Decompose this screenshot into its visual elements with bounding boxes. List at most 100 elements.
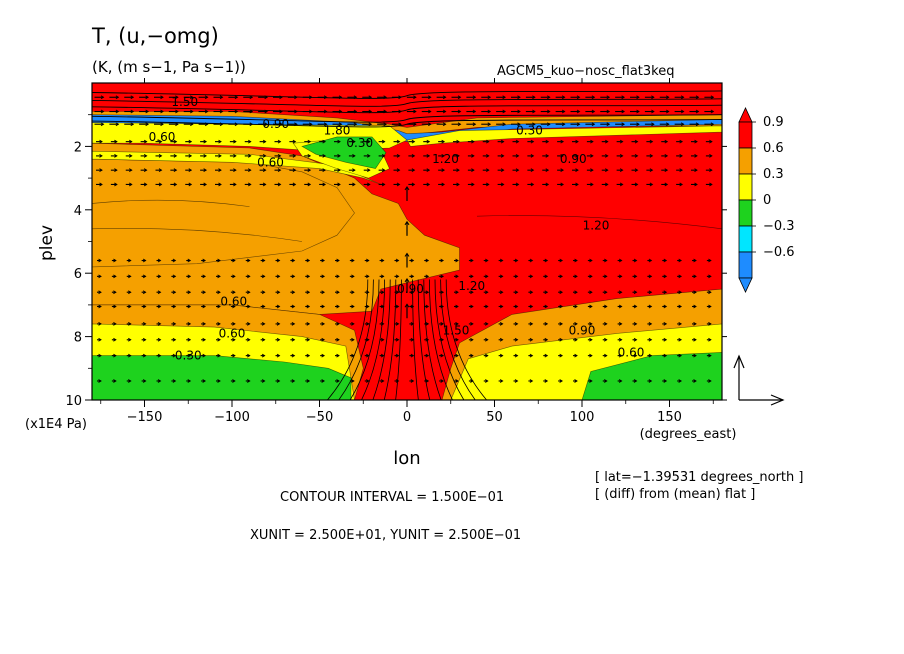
wind-vector xyxy=(692,337,697,342)
contour-label: 0.60 xyxy=(149,130,176,144)
colorbar: 0.9 0.6 0.3 0 −0.3 −0.6 xyxy=(738,107,795,293)
wind-vector xyxy=(334,168,341,173)
wind-vector xyxy=(540,122,551,127)
wind-vector xyxy=(439,258,444,263)
wind-vector xyxy=(335,258,340,263)
wind-vector xyxy=(587,353,593,358)
wind-vector xyxy=(616,154,624,158)
contour-label: 0.30 xyxy=(346,136,373,150)
wind-vector xyxy=(348,154,356,158)
wind-vector xyxy=(289,168,297,173)
wind-vector xyxy=(96,139,103,144)
wind-vector xyxy=(602,322,608,326)
wind-vector xyxy=(275,290,281,295)
wind-vector xyxy=(186,353,192,358)
wind-vector xyxy=(168,109,179,114)
wind-vector xyxy=(97,379,102,383)
wind-vector xyxy=(289,182,297,187)
wind-vector xyxy=(558,322,563,326)
wind-vector xyxy=(201,337,206,342)
wind-vector xyxy=(273,109,283,114)
colorbar-swatch xyxy=(738,199,753,227)
wind-vector xyxy=(513,258,519,263)
wind-vector xyxy=(287,122,298,127)
wind-vector xyxy=(379,353,385,358)
contour-label: 0.60 xyxy=(618,345,645,359)
wind-vector xyxy=(171,258,177,263)
wind-vector xyxy=(140,182,148,187)
x-tick-label: −150 xyxy=(127,410,163,425)
wind-vector xyxy=(97,274,102,279)
wind-vector xyxy=(320,258,325,263)
wind-vector xyxy=(542,139,550,144)
wind-vector xyxy=(644,95,655,100)
wind-vector xyxy=(632,379,638,383)
wind-vector xyxy=(513,304,519,309)
wind-vector xyxy=(156,322,162,326)
wind-vector xyxy=(555,95,566,100)
wind-vector xyxy=(409,353,415,358)
wind-vector xyxy=(96,168,103,173)
wind-vector xyxy=(155,168,163,173)
wind-vector xyxy=(335,353,340,358)
wind-vector xyxy=(644,122,655,127)
wind-vector xyxy=(587,322,593,326)
wind-vector xyxy=(274,182,282,187)
wind-vector xyxy=(677,304,682,309)
wind-vector xyxy=(124,122,135,127)
wind-vector xyxy=(617,379,623,383)
wind-vector xyxy=(676,168,683,173)
wind-vector xyxy=(453,168,460,173)
wind-vector xyxy=(260,322,266,326)
wind-vector xyxy=(406,95,417,100)
wind-vector xyxy=(111,304,117,309)
wind-vector xyxy=(677,290,682,295)
wind-vector xyxy=(617,304,623,309)
wind-vector xyxy=(453,139,460,144)
wind-vector xyxy=(320,290,325,295)
wind-vector xyxy=(691,139,698,144)
y-axis-unit: (x1E4 Pa) xyxy=(25,417,87,432)
wind-vector xyxy=(362,122,373,127)
wind-vector xyxy=(483,274,489,279)
wind-vector xyxy=(527,139,535,144)
wind-vector xyxy=(140,139,148,144)
wind-vector xyxy=(646,154,654,158)
wind-vector xyxy=(662,322,668,326)
wind-vector xyxy=(497,182,505,187)
wind-vector xyxy=(557,168,564,173)
wind-vector xyxy=(513,274,519,279)
wind-vector xyxy=(513,337,519,342)
wind-vector xyxy=(305,274,311,279)
wind-vector xyxy=(305,337,311,342)
wind-vector xyxy=(646,182,654,187)
wind-vector xyxy=(302,122,313,127)
wind-vector xyxy=(558,379,563,383)
wind-vector xyxy=(439,337,444,342)
wind-vector xyxy=(349,379,355,383)
wind-vector xyxy=(439,274,444,279)
wind-vector xyxy=(126,322,132,326)
wind-vector xyxy=(201,274,206,279)
wind-vector xyxy=(404,186,410,201)
wind-vector xyxy=(406,122,417,127)
wind-vector xyxy=(347,109,358,114)
contour-line xyxy=(92,199,250,207)
wind-vector xyxy=(186,322,192,326)
wind-vector xyxy=(543,290,549,295)
wind-vector xyxy=(364,322,370,326)
wind-vector xyxy=(631,168,639,173)
wind-vector xyxy=(662,353,668,358)
wind-vector xyxy=(289,154,297,158)
wind-vector xyxy=(513,322,519,326)
wind-vector xyxy=(216,274,221,279)
wind-vector xyxy=(216,304,221,309)
wind-vector xyxy=(467,154,475,158)
wind-vector xyxy=(586,154,594,158)
contour-band-yellow xyxy=(92,150,381,185)
wind-vector xyxy=(659,122,670,127)
wind-vector xyxy=(602,290,608,295)
wind-vector xyxy=(632,353,638,358)
wind-vector xyxy=(540,95,551,100)
wind-vector xyxy=(631,139,639,144)
